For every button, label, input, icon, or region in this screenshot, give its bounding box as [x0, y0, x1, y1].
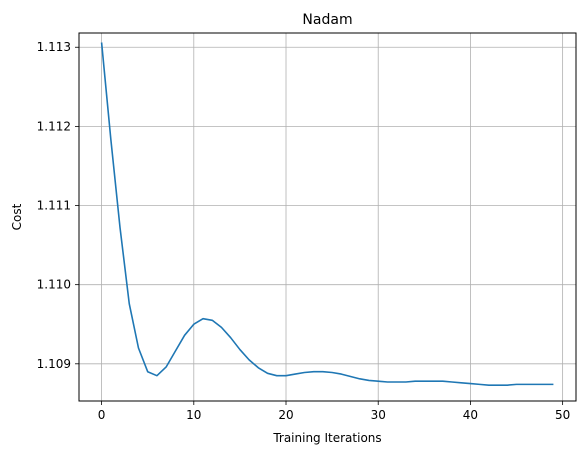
x-tick-label: 50	[555, 408, 570, 422]
y-tick-label: 1.113	[37, 40, 71, 54]
series-layer	[100, 42, 554, 386]
x-tick-label: 30	[371, 408, 386, 422]
x-tick-label: 0	[98, 408, 106, 422]
x-axis-ticks: 0 10 20 30 40 50	[98, 401, 570, 422]
y-tick-label: 1.111	[37, 199, 71, 213]
plot-area-frame	[78, 32, 577, 402]
chart-title: Nadam	[302, 12, 352, 28]
y-tick-label: 1.112	[37, 119, 71, 133]
y-tick-label: 1.110	[37, 278, 71, 292]
y-tick-label: 1.109	[37, 357, 71, 371]
x-tick-label: 40	[463, 408, 478, 422]
grid-lines	[79, 33, 576, 401]
x-axis-label: Training Iterations	[272, 431, 381, 445]
x-tick-label: 20	[278, 408, 293, 422]
y-axis-ticks: 1.109 1.110 1.111 1.112 1.113	[37, 40, 79, 371]
y-axis-label: Cost	[10, 203, 24, 230]
series-line	[100, 42, 554, 386]
x-tick-label: 10	[186, 408, 201, 422]
